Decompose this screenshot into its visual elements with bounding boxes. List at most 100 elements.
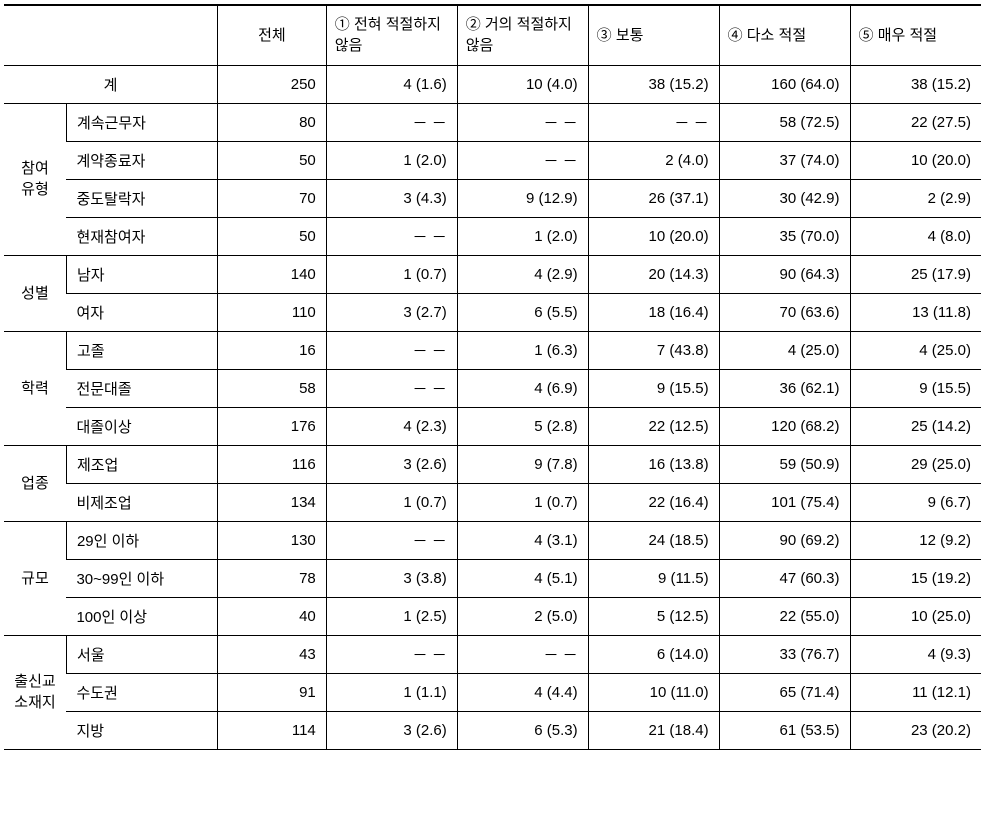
cell-c2: 10 (4.0) bbox=[457, 65, 588, 103]
row-label: 현재참여자 bbox=[66, 217, 217, 255]
cell-total: 91 bbox=[218, 673, 327, 711]
cell-c3: 38 (15.2) bbox=[588, 65, 719, 103]
table-row: 학력고졸16－ －1 (6.3)7 (43.8)4 (25.0)4 (25.0) bbox=[4, 331, 981, 369]
cell-total: 250 bbox=[218, 65, 327, 103]
cell-c3: 9 (15.5) bbox=[588, 369, 719, 407]
cell-c3: 22 (12.5) bbox=[588, 407, 719, 445]
row-label: 제조업 bbox=[66, 445, 217, 483]
cell-c2: － － bbox=[457, 141, 588, 179]
row-label: 여자 bbox=[66, 293, 217, 331]
cell-total: 130 bbox=[218, 521, 327, 559]
row-label: 비제조업 bbox=[66, 483, 217, 521]
cell-c1: 1 (0.7) bbox=[326, 255, 457, 293]
table-row: 여자1103 (2.7)6 (5.5)18 (16.4)70 (63.6)13 … bbox=[4, 293, 981, 331]
cell-c5: 10 (25.0) bbox=[850, 597, 981, 635]
cell-c3: 18 (16.4) bbox=[588, 293, 719, 331]
cell-c5: 11 (12.1) bbox=[850, 673, 981, 711]
row-label: 대졸이상 bbox=[66, 407, 217, 445]
cell-c4: 36 (62.1) bbox=[719, 369, 850, 407]
cell-c2: 6 (5.5) bbox=[457, 293, 588, 331]
cell-c4: 61 (53.5) bbox=[719, 711, 850, 749]
table-row: 참여유형계속근무자80－ －－ －－ －58 (72.5)22 (27.5) bbox=[4, 103, 981, 141]
cell-c1: 3 (4.3) bbox=[326, 179, 457, 217]
cell-c2: 4 (3.1) bbox=[457, 521, 588, 559]
cell-c3: 2 (4.0) bbox=[588, 141, 719, 179]
table-row: 출신교소재지서울43－ －－ －6 (14.0)33 (76.7)4 (9.3) bbox=[4, 635, 981, 673]
cell-c1: 3 (3.8) bbox=[326, 559, 457, 597]
cell-c4: 120 (68.2) bbox=[719, 407, 850, 445]
row-label: 수도권 bbox=[66, 673, 217, 711]
table-header-row: 전체 ① 전혀 적절하지 않음 ② 거의 적절하지 않음 ③ 보통 ④ 다소 적… bbox=[4, 5, 981, 65]
row-label: 고졸 bbox=[66, 331, 217, 369]
cell-c1: 4 (1.6) bbox=[326, 65, 457, 103]
cell-c3: 22 (16.4) bbox=[588, 483, 719, 521]
table-row: 대졸이상1764 (2.3)5 (2.8)22 (12.5)120 (68.2)… bbox=[4, 407, 981, 445]
cell-c5: 4 (8.0) bbox=[850, 217, 981, 255]
cell-total: 110 bbox=[218, 293, 327, 331]
cell-c1: － － bbox=[326, 369, 457, 407]
cell-c2: 1 (6.3) bbox=[457, 331, 588, 369]
cell-total: 176 bbox=[218, 407, 327, 445]
cell-total: 134 bbox=[218, 483, 327, 521]
row-label: 100인 이상 bbox=[66, 597, 217, 635]
cell-c4: 47 (60.3) bbox=[719, 559, 850, 597]
cell-c4: 70 (63.6) bbox=[719, 293, 850, 331]
cell-total: 43 bbox=[218, 635, 327, 673]
cell-c5: 4 (25.0) bbox=[850, 331, 981, 369]
cell-c4: 160 (64.0) bbox=[719, 65, 850, 103]
row-label: 30~99인 이하 bbox=[66, 559, 217, 597]
cell-total: 80 bbox=[218, 103, 327, 141]
cell-c4: 37 (74.0) bbox=[719, 141, 850, 179]
table-row: 100인 이상401 (2.5)2 (5.0)5 (12.5)22 (55.0)… bbox=[4, 597, 981, 635]
cell-total: 58 bbox=[218, 369, 327, 407]
cell-total: 116 bbox=[218, 445, 327, 483]
cell-c5: 38 (15.2) bbox=[850, 65, 981, 103]
cell-c3: 21 (18.4) bbox=[588, 711, 719, 749]
cell-c2: 5 (2.8) bbox=[457, 407, 588, 445]
cell-c2: 4 (2.9) bbox=[457, 255, 588, 293]
cell-c4: 65 (71.4) bbox=[719, 673, 850, 711]
row-label: 지방 bbox=[66, 711, 217, 749]
cell-c3: 26 (37.1) bbox=[588, 179, 719, 217]
cell-c5: 2 (2.9) bbox=[850, 179, 981, 217]
cell-c2: 1 (2.0) bbox=[457, 217, 588, 255]
cell-c4: 90 (64.3) bbox=[719, 255, 850, 293]
table-row: 중도탈락자703 (4.3)9 (12.9)26 (37.1)30 (42.9)… bbox=[4, 179, 981, 217]
cell-c2: 4 (5.1) bbox=[457, 559, 588, 597]
cell-c2: 6 (5.3) bbox=[457, 711, 588, 749]
cell-c1: 3 (2.7) bbox=[326, 293, 457, 331]
group-label: 참여유형 bbox=[4, 103, 66, 255]
cell-c5: 10 (20.0) bbox=[850, 141, 981, 179]
table-row: 전문대졸58－ －4 (6.9)9 (15.5)36 (62.1)9 (15.5… bbox=[4, 369, 981, 407]
cell-c1: 3 (2.6) bbox=[326, 711, 457, 749]
header-col2: ② 거의 적절하지 않음 bbox=[457, 5, 588, 65]
group-label: 출신교소재지 bbox=[4, 635, 66, 749]
table-row: 30~99인 이하783 (3.8)4 (5.1)9 (11.5)47 (60.… bbox=[4, 559, 981, 597]
row-label: 남자 bbox=[66, 255, 217, 293]
cell-c2: 4 (6.9) bbox=[457, 369, 588, 407]
cell-c1: 3 (2.6) bbox=[326, 445, 457, 483]
table-row: 비제조업1341 (0.7)1 (0.7)22 (16.4)101 (75.4)… bbox=[4, 483, 981, 521]
cell-c2: 9 (12.9) bbox=[457, 179, 588, 217]
cell-c5: 13 (11.8) bbox=[850, 293, 981, 331]
cell-c2: 1 (0.7) bbox=[457, 483, 588, 521]
cell-total: 40 bbox=[218, 597, 327, 635]
table-row: 업종제조업1163 (2.6)9 (7.8)16 (13.8)59 (50.9)… bbox=[4, 445, 981, 483]
cell-c5: 23 (20.2) bbox=[850, 711, 981, 749]
table-row: 현재참여자50－ －1 (2.0)10 (20.0)35 (70.0)4 (8.… bbox=[4, 217, 981, 255]
cell-c4: 59 (50.9) bbox=[719, 445, 850, 483]
table-row: 지방1143 (2.6)6 (5.3)21 (18.4)61 (53.5)23 … bbox=[4, 711, 981, 749]
cell-c4: 30 (42.9) bbox=[719, 179, 850, 217]
header-total: 전체 bbox=[218, 5, 327, 65]
cell-c4: 35 (70.0) bbox=[719, 217, 850, 255]
cell-c4: 90 (69.2) bbox=[719, 521, 850, 559]
cell-c5: 25 (17.9) bbox=[850, 255, 981, 293]
cell-c1: 4 (2.3) bbox=[326, 407, 457, 445]
cell-c1: 1 (2.0) bbox=[326, 141, 457, 179]
cell-c5: 22 (27.5) bbox=[850, 103, 981, 141]
cell-c3: 16 (13.8) bbox=[588, 445, 719, 483]
cell-c3: 9 (11.5) bbox=[588, 559, 719, 597]
cell-c1: 1 (1.1) bbox=[326, 673, 457, 711]
row-label: 전문대졸 bbox=[66, 369, 217, 407]
cell-c5: 25 (14.2) bbox=[850, 407, 981, 445]
